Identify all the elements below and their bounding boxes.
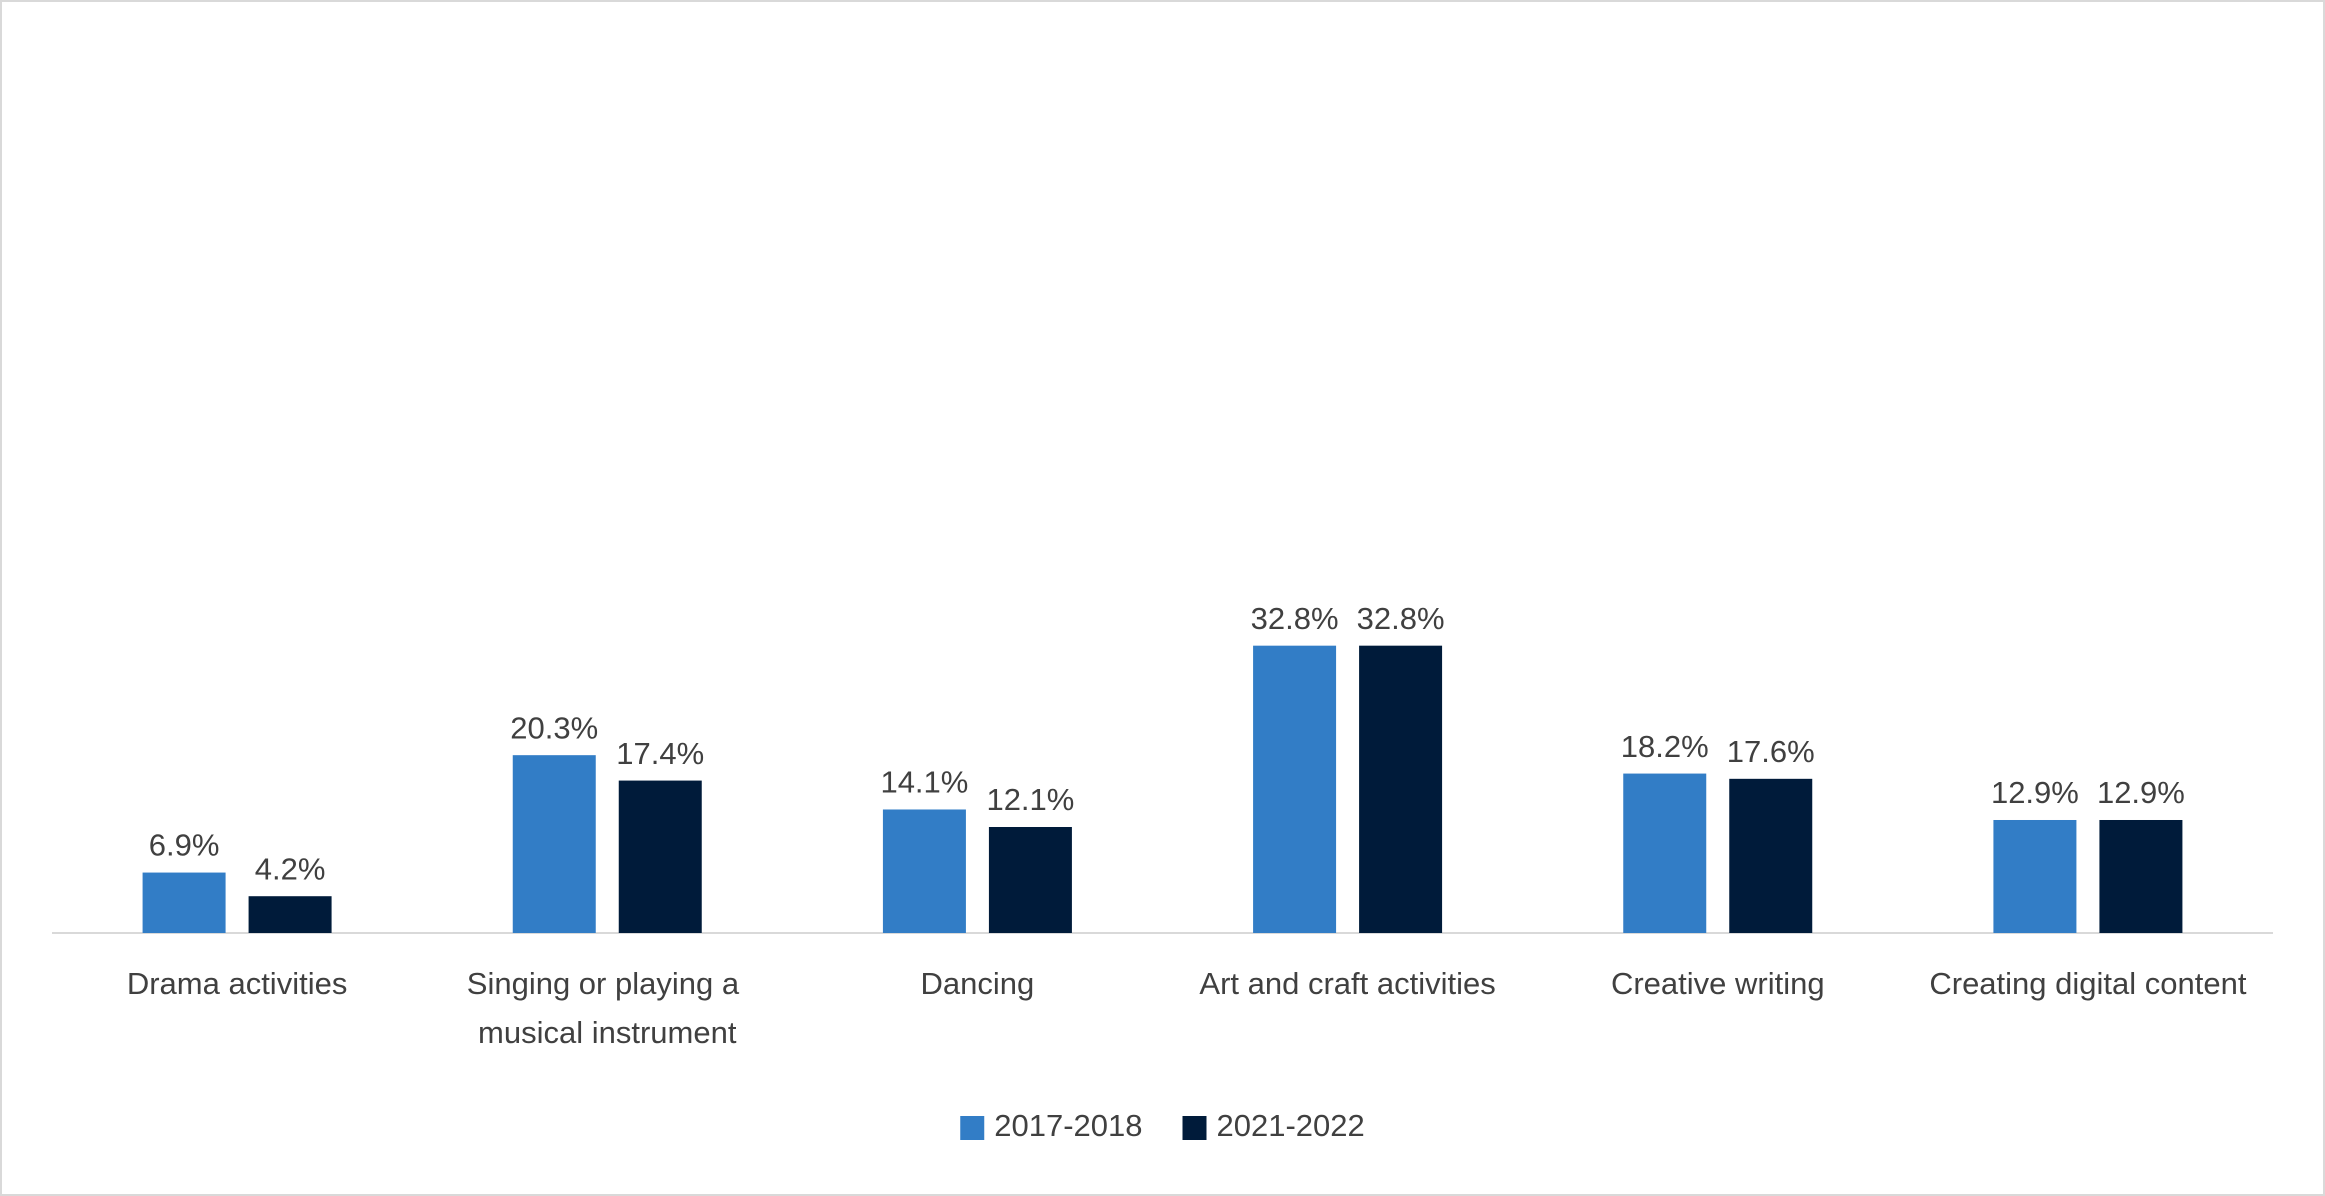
bar [988, 827, 1072, 933]
x-tick-label: Singing or playing a musical instrument [467, 966, 748, 1050]
legend-label: 2017-2018 [994, 1108, 1142, 1143]
bar [1993, 819, 2077, 933]
value-label: 12.9% [2097, 775, 2185, 810]
value-label: 14.1% [880, 765, 968, 800]
value-label: 17.6% [1727, 734, 1815, 769]
bar [512, 755, 596, 933]
value-label: 18.2% [1621, 729, 1709, 764]
value-label: 17.4% [616, 736, 704, 771]
x-tick-label: Creating digital content [1929, 966, 2246, 1001]
x-tick-label: Dancing [921, 966, 1035, 1001]
bar [142, 872, 226, 933]
bar [1623, 773, 1707, 933]
value-label: 4.2% [255, 851, 326, 886]
bar [2099, 819, 2183, 933]
x-tick-label: Creative writing [1611, 966, 1825, 1001]
x-tick-label: Drama activities [127, 966, 348, 1001]
value-label: 32.8% [1357, 601, 1445, 636]
value-label: 12.1% [986, 782, 1074, 817]
value-label: 12.9% [1991, 775, 2079, 810]
value-label: 32.8% [1251, 601, 1339, 636]
value-label: 20.3% [510, 710, 598, 745]
legend-label: 2021-2022 [1217, 1108, 1365, 1143]
bar [248, 896, 332, 933]
bar [618, 780, 702, 933]
value-label: 6.9% [149, 828, 220, 863]
bar [1253, 645, 1337, 933]
x-tick-label: Art and craft activities [1199, 966, 1495, 1001]
bar [1359, 645, 1443, 933]
legend-swatch [960, 1116, 985, 1140]
bar [1729, 778, 1813, 933]
bar [882, 809, 966, 933]
legend-swatch [1182, 1116, 1207, 1140]
